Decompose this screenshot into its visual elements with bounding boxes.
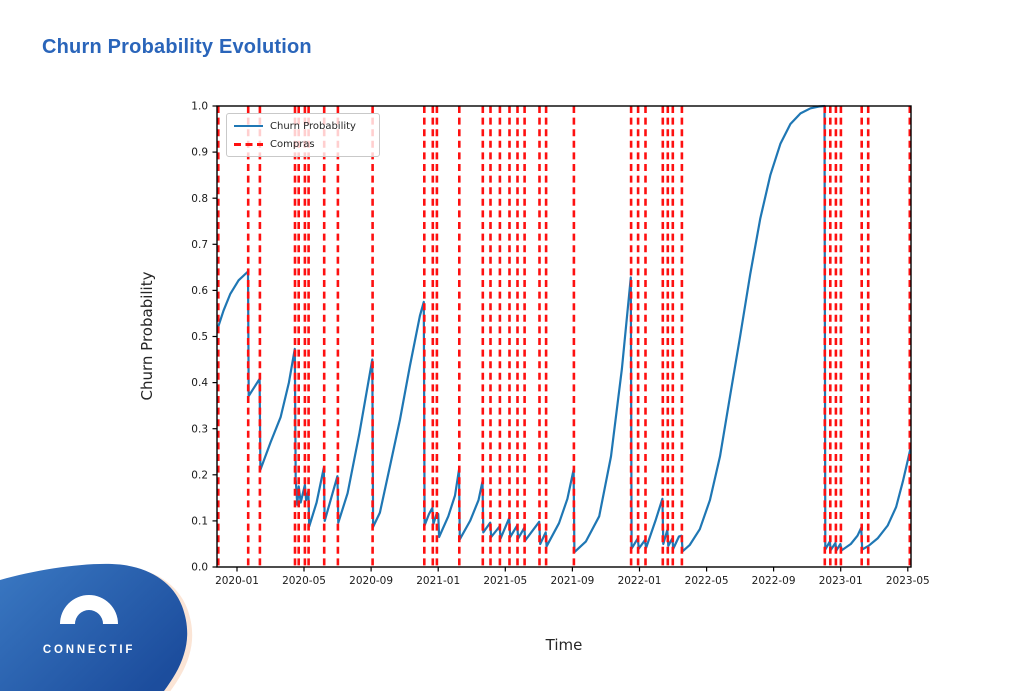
x-tick-label: 2020-09 [349,575,393,587]
x-tick-label: 2023-01 [819,575,863,587]
legend-line-churn-swatch [234,124,263,128]
y-tick-label: 0.3 [191,423,208,435]
x-tick-label: 2023-05 [886,575,930,587]
y-tick-label: 0.7 [191,239,208,251]
x-tick-label: 2020-05 [282,575,326,587]
y-tick-label: 1.0 [191,101,208,113]
page-title: Churn Probability Evolution [42,36,312,58]
y-tick-label: 0.2 [191,469,208,481]
legend-label-churn: Churn Probability [270,120,356,132]
x-tick-label: 2021-05 [483,575,527,587]
x-tick-label: 2020-01 [215,575,259,587]
arch-icon [60,595,118,624]
y-tick-label: 0.5 [191,331,208,343]
y-tick-label: 0.6 [191,285,208,297]
legend-line-compras-swatch [234,142,263,146]
connectif-logo: CONNECTIF [0,558,210,691]
y-tick-label: 0.8 [191,193,208,205]
x-axis-title: Time [545,636,583,654]
legend-label-compras: Compras [270,138,315,150]
logo-brand-text: CONNECTIF [43,644,135,656]
x-tick-label: 2021-01 [416,575,460,587]
x-tick-label: 2022-09 [752,575,796,587]
churn-probability-line [217,104,911,554]
logo-blob [0,563,188,691]
y-tick-label: 0.9 [191,147,208,159]
plot-background [217,106,911,567]
connectif-logo-graphic: CONNECTIF [0,563,193,691]
legend-entry-churn: Churn Probability [234,119,371,133]
x-tick-label: 2022-05 [685,575,729,587]
legend-entry-compras: Compras [234,137,371,151]
y-tick-label: 0.1 [191,516,208,528]
y-tick-label: 0.0 [191,562,208,574]
x-tick-label: 2021-09 [550,575,594,587]
x-tick-label: 2022-01 [618,575,662,587]
y-tick-label: 0.4 [191,377,208,389]
chart-legend: Churn Probability Compras [226,113,380,157]
y-axis-title: Churn Probability [138,271,156,401]
